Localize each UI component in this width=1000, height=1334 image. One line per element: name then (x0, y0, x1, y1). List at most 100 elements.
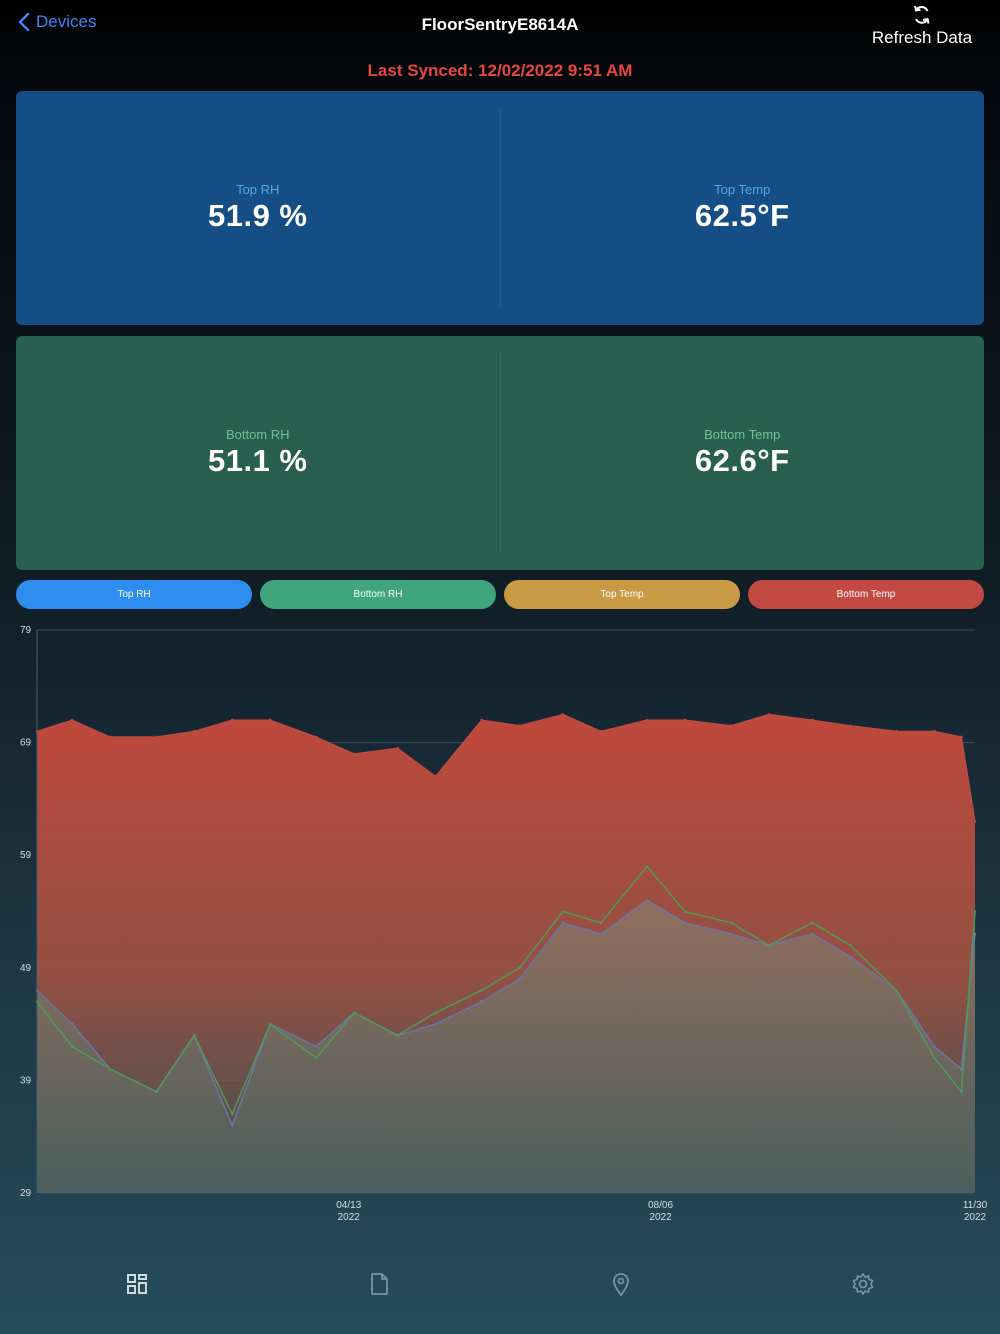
series-point-bottom-temp (434, 775, 437, 778)
y-tick-label: 59 (20, 850, 32, 861)
series-point-bottom-rh (599, 921, 603, 925)
series-point-top-rh (973, 932, 977, 936)
series-point-bottom-rh (230, 1112, 234, 1116)
last-synced-status: Last Synced: 12/02/2022 9:51 AM (367, 61, 633, 80)
x-tick-label: 11/30 (963, 1200, 988, 1211)
y-tick-label: 69 (20, 738, 32, 749)
series-point-bottom-temp (561, 713, 565, 716)
back-button[interactable]: Devices (18, 12, 96, 32)
top-temp-label: Top Temp (714, 182, 771, 197)
panel-divider (499, 352, 501, 554)
series-point-top-rh (561, 921, 565, 925)
document-icon[interactable] (365, 1270, 393, 1298)
series-point-bottom-temp (960, 735, 963, 739)
x-tick-year-label: 2022 (964, 1212, 987, 1223)
refresh-data-label: Refresh Data (871, 28, 973, 47)
x-tick-year-label: 2022 (338, 1212, 361, 1223)
series-point-bottom-rh (434, 1011, 437, 1015)
dashboard-grid-icon[interactable] (123, 1270, 151, 1298)
series-point-bottom-rh (561, 910, 565, 913)
series-point-top-rh (811, 932, 814, 936)
series-point-bottom-temp (108, 735, 112, 739)
series-point-bottom-rh (314, 1056, 318, 1060)
top-rh-value: 51.9 % (207, 198, 308, 233)
refresh-data-button[interactable]: Refresh Data (862, 4, 982, 48)
top-rh-card: Top RH 51.9 % (16, 91, 500, 325)
bottom-sensor-panel: Bottom RH 51.1 % Bottom Temp 62.6°F (16, 336, 984, 570)
series-point-top-rh (230, 1124, 234, 1127)
x-tick-label: 04/13 (336, 1200, 361, 1211)
series-point-bottom-temp (352, 752, 356, 756)
series-point-top-rh (70, 1022, 74, 1026)
bottom-temp-value: 62.6°F (694, 443, 790, 478)
series-point-bottom-temp (480, 718, 483, 722)
y-tick-label: 49 (20, 963, 32, 974)
series-point-top-rh (933, 1045, 936, 1048)
series-area-top-rh (37, 900, 975, 1193)
device-title: FloorSentryE8614A (421, 15, 579, 34)
bottom-rh-label: Bottom RH (225, 427, 290, 442)
toggle-top-rh-button[interactable]: Top RH (16, 580, 252, 609)
series-point-top-rh (645, 898, 649, 902)
series-point-top-rh (314, 1045, 318, 1048)
top-temp-card: Top Temp 62.5°F (501, 91, 985, 325)
series-point-bottom-temp (230, 718, 234, 722)
series-point-bottom-temp (70, 718, 74, 722)
series-point-top-rh (434, 1022, 437, 1026)
series-point-top-rh (960, 1067, 963, 1071)
series-point-bottom-rh (895, 989, 898, 992)
top-temp-value: 62.5°F (694, 198, 790, 233)
bottom-rh-card: Bottom RH 51.1 % (16, 336, 500, 570)
back-button-label: Devices (36, 12, 97, 31)
series-point-bottom-temp (396, 746, 399, 750)
location-pin-icon[interactable] (607, 1270, 635, 1298)
series-point-bottom-temp (192, 730, 196, 733)
series-point-bottom-temp (933, 730, 936, 733)
series-point-top-rh (518, 977, 521, 981)
y-tick-label: 29 (20, 1188, 32, 1199)
series-point-bottom-rh (683, 910, 687, 913)
series-point-bottom-temp (645, 718, 649, 722)
chevron-left-icon (18, 12, 30, 32)
bottom-temp-card: Bottom Temp 62.6°F (501, 336, 985, 570)
series-point-bottom-rh (396, 1034, 399, 1037)
x-tick-year-label: 2022 (649, 1212, 672, 1223)
series-point-bottom-temp (154, 735, 158, 739)
series-point-bottom-rh (352, 1011, 356, 1015)
bottom-rh-value: 51.1 % (207, 443, 308, 478)
series-point-top-rh (599, 932, 603, 936)
gear-icon[interactable] (849, 1270, 877, 1298)
series-point-bottom-rh (154, 1090, 158, 1093)
series-point-bottom-rh (973, 910, 977, 913)
series-point-bottom-temp (973, 820, 977, 823)
series-point-bottom-temp (767, 713, 771, 716)
bottom-temp-label: Bottom Temp (704, 427, 781, 442)
toggle-top-temp-button[interactable]: Top Temp (504, 580, 740, 609)
series-point-bottom-rh (729, 921, 733, 925)
x-tick-label: 08/06 (648, 1200, 673, 1211)
series-point-bottom-rh (108, 1067, 112, 1071)
series-point-bottom-rh (811, 921, 814, 925)
toggle-bottom-temp-button[interactable]: Bottom Temp (748, 580, 984, 609)
series-point-bottom-rh (848, 943, 852, 947)
series-point-bottom-temp (811, 718, 814, 722)
series-point-bottom-rh (192, 1034, 196, 1037)
series-point-bottom-rh (933, 1056, 936, 1060)
series-point-bottom-rh (960, 1090, 963, 1093)
toggle-bottom-rh-button[interactable]: Bottom RH (260, 580, 496, 609)
series-point-bottom-rh (518, 966, 521, 970)
series-point-bottom-rh (645, 865, 649, 868)
series-point-bottom-temp (518, 724, 521, 728)
series-point-top-rh (729, 932, 733, 936)
series-point-bottom-rh (767, 943, 771, 947)
series-point-top-rh (848, 955, 852, 958)
y-tick-label: 79 (20, 625, 32, 636)
series-point-bottom-temp (895, 730, 898, 733)
series-point-top-rh (480, 1000, 483, 1003)
top-rh-label: Top RH (236, 182, 280, 197)
series-point-bottom-rh (480, 989, 483, 992)
panel-divider (499, 107, 501, 309)
series-point-bottom-temp (268, 718, 272, 722)
